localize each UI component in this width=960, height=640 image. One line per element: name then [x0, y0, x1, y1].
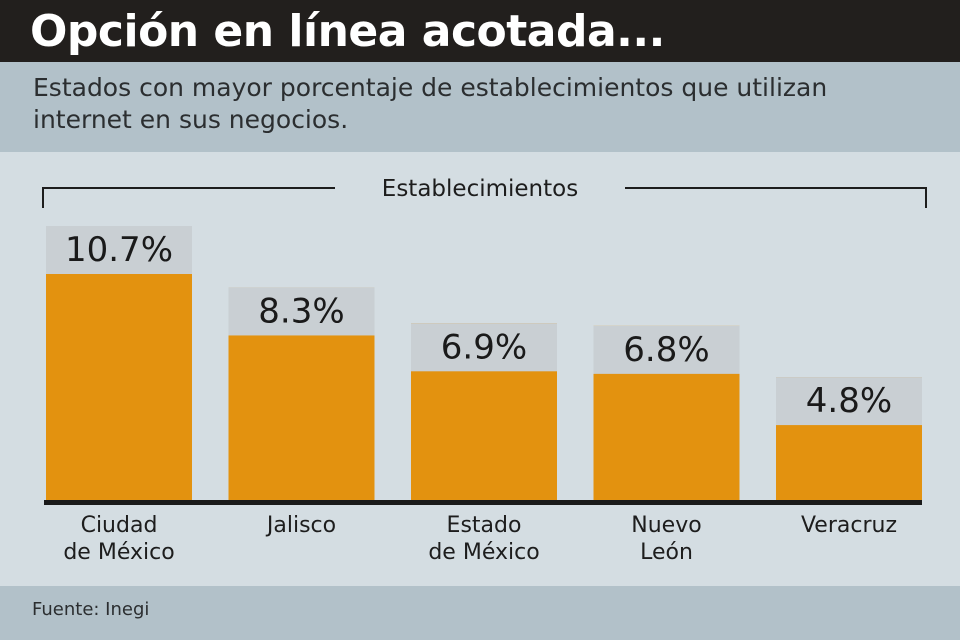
baseline	[44, 500, 922, 505]
data-label: 6.9%	[441, 327, 527, 367]
group-label: Establecimientos	[382, 176, 578, 202]
data-label: 4.8%	[806, 381, 892, 421]
source-note: Fuente: Inegi	[32, 599, 150, 620]
chart-title: Opción en línea acotada...	[30, 6, 665, 57]
category-label: Veracruz	[800, 513, 898, 538]
bar-value-cap	[776, 377, 922, 426]
data-label: 8.3%	[258, 291, 344, 331]
bar-value-cap	[228, 287, 375, 336]
category-label: Estado de México	[428, 513, 540, 565]
title-bar: Opción en línea acotada...	[0, 0, 960, 62]
category-label: Ciudad de México	[63, 513, 175, 565]
data-label: 10.7%	[65, 230, 173, 270]
data-label: 6.8%	[623, 330, 709, 370]
bar-value-cap	[593, 325, 740, 374]
bar-value-cap	[46, 226, 192, 274]
footer-band: Fuente: Inegi	[0, 586, 960, 640]
category-label: Jalisco	[266, 513, 337, 538]
subtitle-band: Estados con mayor porcentaje de establec…	[0, 62, 960, 152]
category-label: Nuevo León	[631, 513, 702, 565]
bar-value-cap	[411, 323, 557, 372]
chart-subtitle: Estados con mayor porcentaje de establec…	[33, 73, 828, 134]
